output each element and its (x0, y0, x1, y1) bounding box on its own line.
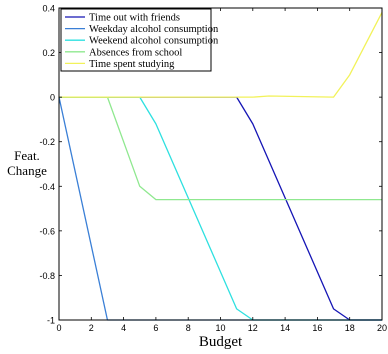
y-tick-label: 0.4 (42, 4, 55, 14)
x-tick-label: 2 (89, 323, 94, 333)
x-tick-label: 18 (345, 323, 355, 333)
x-tick-label: 4 (121, 323, 126, 333)
x-tick-label: 10 (215, 323, 225, 333)
x-tick-label: 0 (56, 323, 61, 333)
x-tick-label: 14 (280, 323, 290, 333)
legend-label-1: Time out with friends (89, 13, 180, 24)
y-tick-label: -0.4 (39, 182, 55, 192)
y-axis-title-line: Feat. (14, 148, 40, 163)
axis-titles: Budget Feat. Change (7, 148, 243, 350)
legend-label-2: Weekday alcohol consumption (89, 24, 219, 35)
y-tick-label: -0.2 (39, 137, 55, 147)
legend-label-5: Time spent studying (89, 59, 175, 70)
x-tick-label: 16 (312, 323, 322, 333)
x-axis-title: Budget (199, 334, 243, 350)
series-line-5 (59, 12, 383, 98)
ticks-layer: 0 2 4 6 8 10 12 14 16 18 20 0.4 0.2 0 -0.2 -0.4 -0.6 -0.8… (39, 4, 387, 334)
y-tick-label: -0.8 (39, 271, 55, 281)
x-tick-label: 12 (248, 323, 258, 333)
x-tick-label: 6 (153, 323, 158, 333)
x-tick-label: 20 (377, 323, 387, 333)
y-tick-label: -1 (47, 316, 55, 326)
legend-box (60, 8, 212, 72)
y-axis-title-line: Change (7, 163, 47, 178)
y-tick-label: 0.2 (42, 48, 55, 58)
x-tick-label: 8 (186, 323, 191, 333)
y-tick-label: -0.6 (39, 226, 55, 236)
legend-label-3: Weekend alcohol consumption (89, 36, 219, 47)
legend-label-4: Absences from school (89, 47, 182, 58)
y-tick-label: 0 (50, 93, 55, 103)
y-axis-title: Feat. Change (7, 148, 47, 178)
